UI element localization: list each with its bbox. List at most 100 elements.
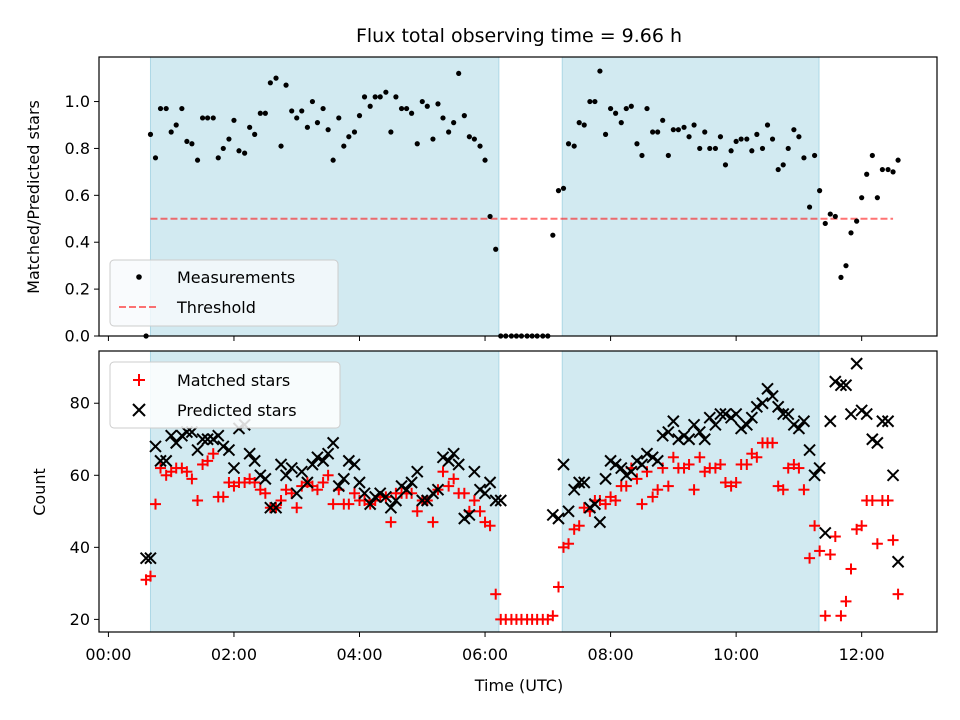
predicted-marker-b bbox=[452, 458, 465, 471]
predicted-star-point bbox=[285, 461, 298, 475]
predicted-marker-b bbox=[473, 483, 487, 496]
matched-star-point bbox=[688, 484, 700, 496]
matched-star-point bbox=[741, 458, 753, 470]
measurement-point bbox=[330, 157, 336, 163]
predicted-marker-b bbox=[609, 458, 622, 471]
predicted-marker-b bbox=[824, 415, 837, 428]
matched-star-point bbox=[824, 549, 836, 561]
measurement-point bbox=[613, 110, 619, 116]
matched-star-point bbox=[573, 520, 585, 532]
matched-star-point bbox=[641, 466, 653, 478]
measurement-point bbox=[393, 94, 399, 100]
matched-star-point bbox=[192, 495, 204, 507]
predicted-marker-b bbox=[546, 508, 560, 522]
matched-star-point bbox=[474, 505, 486, 517]
predicted-marker-b bbox=[285, 461, 298, 475]
predicted-star-point bbox=[557, 458, 570, 471]
matched-star-point bbox=[348, 487, 360, 499]
predicted-marker-b bbox=[729, 407, 743, 421]
measurement-point bbox=[560, 185, 567, 191]
measurement-point bbox=[827, 211, 833, 217]
measurement-point bbox=[168, 129, 174, 135]
measurement-point bbox=[602, 131, 609, 137]
matched-star-point bbox=[856, 520, 868, 532]
matched-star-point bbox=[317, 476, 329, 488]
predicted-star-point bbox=[489, 494, 502, 507]
predicted-marker-b bbox=[326, 436, 340, 450]
predicted-star-point bbox=[164, 429, 178, 442]
measurement-point bbox=[780, 162, 786, 168]
predicted-star-point bbox=[353, 476, 366, 489]
predicted-star-point bbox=[279, 469, 293, 482]
matched-star-point bbox=[719, 476, 731, 488]
shaded-interval bbox=[561, 56, 820, 337]
measurement-point bbox=[744, 136, 750, 142]
predicted-marker-b bbox=[777, 407, 790, 421]
y-tick-label: 0.0 bbox=[65, 327, 90, 346]
predicted-marker-b bbox=[572, 476, 586, 489]
predicted-marker-b bbox=[154, 454, 167, 468]
measurement-point bbox=[383, 89, 389, 95]
x-tick-label: 06:00 bbox=[462, 645, 508, 664]
predicted-star-point bbox=[154, 454, 167, 468]
predicted-marker-b bbox=[353, 476, 366, 489]
measurement-point bbox=[414, 141, 420, 147]
matched-star-point bbox=[490, 588, 502, 600]
predicted-marker-b bbox=[599, 472, 612, 486]
predicted-marker-b bbox=[834, 379, 848, 392]
predicted-marker-b bbox=[301, 476, 314, 489]
predicted-star-point bbox=[290, 487, 303, 500]
predicted-star-point bbox=[640, 447, 654, 460]
matched-star-point bbox=[683, 458, 695, 470]
matched-star-point bbox=[411, 505, 423, 517]
measurement-point bbox=[461, 113, 467, 119]
predicted-marker-b bbox=[687, 418, 701, 432]
predicted-marker-b bbox=[557, 458, 570, 471]
measurement-point bbox=[262, 110, 268, 116]
matched-star-point bbox=[563, 538, 575, 550]
measurement-point bbox=[147, 131, 154, 137]
matched-star-point bbox=[144, 570, 156, 582]
measurement-point bbox=[440, 115, 446, 121]
predicted-marker-b bbox=[170, 436, 183, 450]
legend-predicted-label: Predicted stars bbox=[177, 401, 297, 420]
matched-star-point bbox=[620, 480, 632, 492]
predicted-marker-b bbox=[269, 501, 283, 514]
predicted-marker-b bbox=[212, 429, 225, 442]
x-tick-label: 04:00 bbox=[336, 645, 382, 664]
predicted-star-point bbox=[274, 458, 288, 471]
predicted-star-point bbox=[567, 483, 581, 496]
measurement-point bbox=[403, 105, 410, 112]
predicted-marker-b bbox=[254, 469, 267, 482]
predicted-marker-b bbox=[593, 515, 607, 529]
top-y-ticks: 0.0 0.2 0.4 0.6 0.8 1.0 bbox=[65, 92, 99, 346]
measurement-point bbox=[697, 145, 703, 152]
predicted-star-point bbox=[609, 458, 622, 471]
top-y-axis-label: Matched/Predicted stars bbox=[24, 100, 43, 294]
predicted-star-point bbox=[358, 487, 371, 500]
predicted-marker-b bbox=[311, 451, 324, 464]
matched-star-point bbox=[406, 487, 418, 499]
measurement-point bbox=[550, 232, 556, 238]
predicted-star-point bbox=[442, 454, 455, 468]
bottom-y-ticks: 20 40 60 80 bbox=[70, 394, 99, 629]
predicted-star-point bbox=[593, 515, 607, 529]
predicted-marker-b bbox=[625, 465, 638, 478]
predicted-star-point bbox=[144, 551, 157, 565]
measurement-point bbox=[691, 122, 697, 128]
measurement-point bbox=[409, 110, 415, 116]
measurement-point bbox=[231, 117, 237, 123]
predicted-marker-b bbox=[264, 501, 277, 514]
measurement-point bbox=[607, 105, 614, 112]
measurement-point bbox=[210, 115, 216, 121]
predicted-marker-b bbox=[635, 458, 649, 471]
predicted-marker-b bbox=[468, 465, 481, 478]
measurement-point bbox=[843, 263, 849, 269]
legend-matched-marker bbox=[133, 374, 145, 386]
matched-star-point bbox=[594, 495, 606, 507]
measurement-point bbox=[581, 122, 587, 128]
x-tick-label: 02:00 bbox=[211, 645, 257, 664]
predicted-marker-b bbox=[149, 440, 162, 453]
predicted-marker-b bbox=[139, 551, 153, 565]
predicted-marker-b bbox=[395, 479, 408, 493]
